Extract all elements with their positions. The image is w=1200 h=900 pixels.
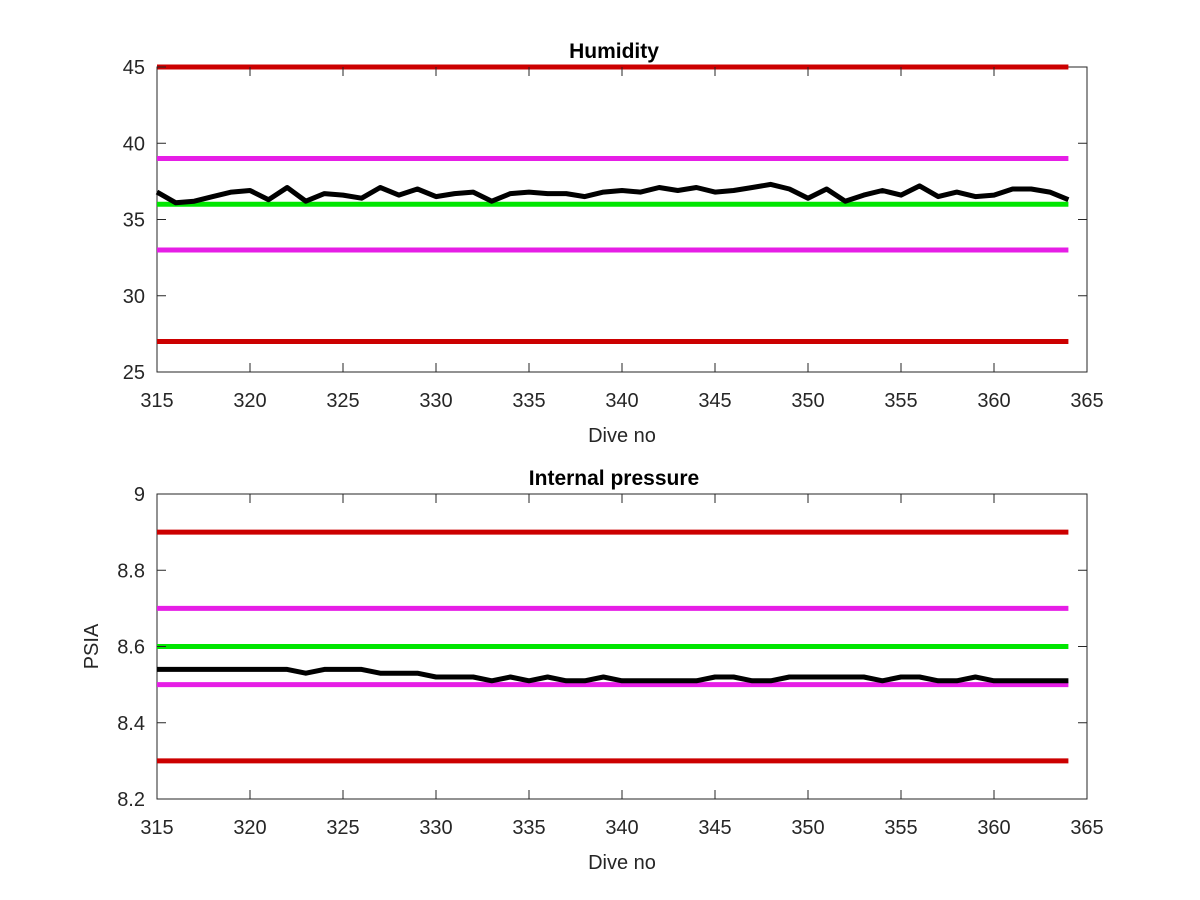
- x-tick-label: 345: [698, 390, 731, 412]
- x-tick-label: 320: [233, 817, 266, 839]
- x-tick-label: 365: [1070, 390, 1103, 412]
- internal-pressure-subplot: 315 320 325 330 335 340 345 350 355 360 365 8.2 8.4 8…: [81, 467, 1104, 874]
- y-axis-label: PSIA: [81, 623, 103, 669]
- chart-title: Internal pressure: [529, 467, 699, 490]
- humidity-subplot: 315 320 325 330 335 340 345 350 355 360 365 25 30 35 4…: [123, 40, 1104, 447]
- y-tick-label: 8.4: [117, 713, 145, 735]
- x-tick-label: 315: [140, 817, 173, 839]
- x-tick-label: 330: [419, 817, 452, 839]
- y-tick-label: 8.8: [117, 560, 145, 582]
- y-tick-label: 9: [134, 484, 145, 506]
- x-tick-label: 365: [1070, 817, 1103, 839]
- x-tick-label: 340: [605, 817, 638, 839]
- x-tick-label: 335: [512, 390, 545, 412]
- chart-title: Humidity: [569, 40, 659, 63]
- y-tick-label: 25: [123, 362, 145, 384]
- x-tick-label: 315: [140, 390, 173, 412]
- x-tick-label: 355: [884, 390, 917, 412]
- x-tick-label: 320: [233, 390, 266, 412]
- x-tick-label: 360: [977, 390, 1010, 412]
- x-tick-label: 325: [326, 390, 359, 412]
- x-tick-label: 335: [512, 817, 545, 839]
- x-tick-label: 340: [605, 390, 638, 412]
- x-axis-label: Dive no: [588, 852, 656, 874]
- x-axis-label: Dive no: [588, 425, 656, 447]
- x-tick-label: 360: [977, 817, 1010, 839]
- y-tick-label: 40: [123, 133, 145, 155]
- y-tick-label: 8.2: [117, 789, 145, 811]
- x-tick-label: 350: [791, 817, 824, 839]
- data-series-line: [157, 666, 1069, 684]
- x-tick-label: 345: [698, 817, 731, 839]
- y-tick-label: 8.6: [117, 637, 145, 659]
- x-tick-label: 325: [326, 817, 359, 839]
- y-tick-label: 30: [123, 286, 145, 308]
- x-tick-label: 350: [791, 390, 824, 412]
- data-series-line: [155, 181, 1070, 206]
- x-tick-label: 330: [419, 390, 452, 412]
- plot-area: [156, 66, 1088, 373]
- y-tick-label: 35: [123, 210, 145, 232]
- x-tick-label: 355: [884, 817, 917, 839]
- y-tick-label: 45: [123, 57, 145, 79]
